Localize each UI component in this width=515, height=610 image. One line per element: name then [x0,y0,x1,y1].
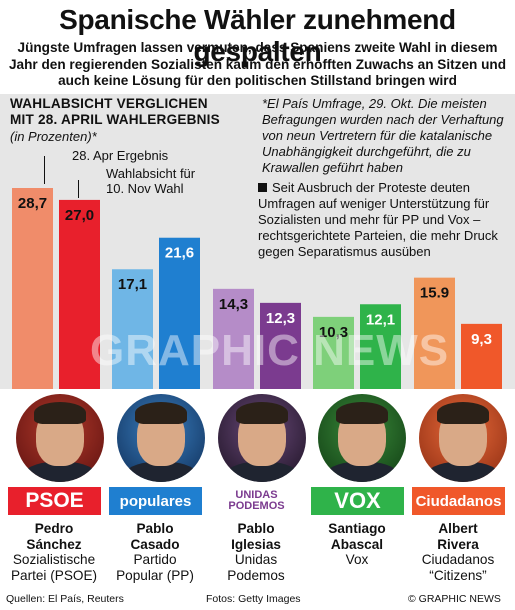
candidate-party: Unidas [234,552,278,567]
legend-april: 28. Apr Ergebnis [72,148,169,163]
bullet-note: Seit Ausbruch der Proteste deuten Umfrag… [258,180,512,260]
bullet-square-icon [258,183,267,192]
legend-nov-leader [78,180,79,198]
candidate-photo [16,394,104,482]
candidate-party: Partei (PSOE) [10,567,98,583]
bar-populares-november [159,237,200,389]
bar-unidas-podemos-april [213,288,254,389]
candidate-name: Pablo [136,521,174,536]
candidate-party: “Citizens” [429,567,487,583]
standfirst: Jüngste Umfragen lassen vermuten, dass S… [8,40,507,88]
candidate-party: Partido [133,552,177,567]
legend-nov-line1: Wahlabsicht für [106,166,196,181]
value-label: 9,3 [471,331,492,348]
value-label: 12,1 [366,311,395,328]
value-label: 27,0 [65,207,94,224]
chart-title-line1: WAHLABSICHT VERGLICHEN [10,96,208,111]
candidate-label: Albert Rivera Ciudadanos “Citizens” [408,521,508,583]
candidate-party: Vox [345,552,369,567]
candidate-name: Santiago [328,521,386,536]
candidate-name: Albert [438,521,478,536]
value-label: 28,7 [18,195,47,212]
bar-populares-april [112,269,153,389]
bar-vox-april [313,316,354,389]
unit-note: (in Prozenten)* [10,129,97,144]
candidate-party: Sozialistische [12,552,96,567]
candidate-label: Pablo Iglesias Unidas Podemos [206,521,306,583]
candidate-photo [218,394,306,482]
value-label: 14,3 [219,296,248,313]
candidate-name: Iglesias [231,536,281,552]
value-label: 12,3 [266,310,295,327]
candidate-name: Abascal [330,536,384,552]
candidate-photo [419,394,507,482]
party-logo: Ciudadanos [412,487,505,515]
legend-nov-line2: 10. Nov Wahl [106,181,184,196]
party-logo: populares [109,487,202,515]
candidate-party: Podemos [227,567,285,583]
candidate-label: Santiago Abascal Vox [307,521,407,568]
bar-psoe-november [59,199,100,389]
candidate-photo [318,394,406,482]
bar-psoe-april [12,188,53,389]
candidate-name: Rivera [437,536,479,552]
candidate-label: Pedro Sánchez Sozialistische Partei (PSOE) [4,521,104,583]
candidate-label: Pablo Casado Partido Popular (PP) [105,521,205,583]
bar-ciudadanos-april [414,277,455,389]
candidate-party: Popular (PP) [116,567,194,583]
bullet-text: Seit Ausbruch der Proteste deuten Umfrag… [258,180,498,259]
headline: Spanische Wähler zunehmend gespalten [59,4,456,67]
survey-note: *El País Umfrage, 29. Okt. Die meisten B… [262,96,504,175]
value-label: 17,1 [118,276,147,293]
party-logo: VOX [311,487,404,515]
value-label: 21,6 [165,245,194,262]
party-logo: UNIDAS PODEMOS [210,487,303,515]
candidate-name: Casado [130,536,180,552]
watermark: GRAPHIC NEWS [90,326,450,375]
candidate-name: Pedro [34,521,74,536]
footer-credit: © GRAPHIC NEWS [408,593,501,605]
bar-ciudadanos-november [461,323,502,389]
bar-vox-november [360,304,401,389]
candidate-party: Ciudadanos [421,552,495,567]
legend-april-leader [44,156,45,184]
candidate-name: Sánchez [26,536,82,552]
candidate-photo [117,394,205,482]
footer-photos: Fotos: Getty Images [206,593,301,605]
value-label: 15.9 [420,285,449,302]
bar-chart: 28,7 27,0 17,1 21,6 14,3 12,3 10,3 12,1 15.9 9,3 [12,188,502,389]
party-logo: PSOE [8,487,101,515]
value-label: 10,3 [319,324,348,341]
chart-title-line2: MIT 28. APRIL WAHLERGEBNIS [10,112,220,127]
footer-sources: Quellen: El País, Reuters [6,593,124,605]
bar-unidas-podemos-november [260,302,301,389]
candidate-name: Pablo [237,521,275,536]
